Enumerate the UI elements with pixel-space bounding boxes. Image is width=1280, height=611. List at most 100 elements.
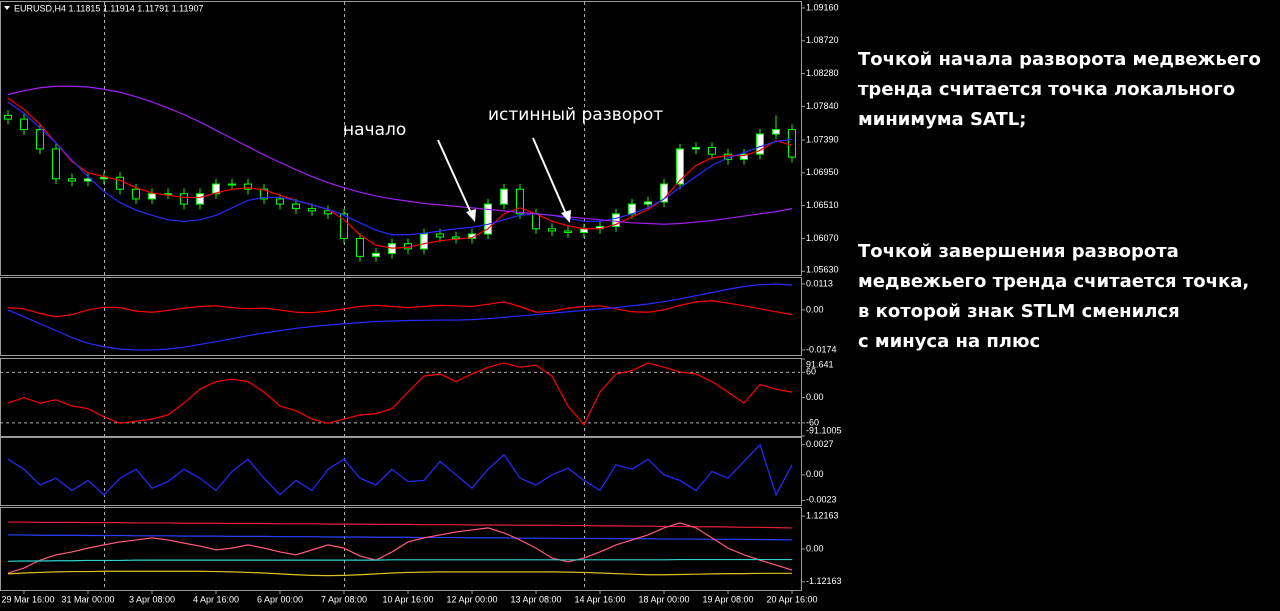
- annotation: истинный разворот: [488, 105, 663, 125]
- y-tick-label: 1.08280: [806, 68, 839, 78]
- x-tick-label: 31 Mar 00:00: [61, 594, 114, 604]
- x-tick-label: 19 Apr 08:00: [702, 594, 753, 604]
- y-tick-label: 1.06950: [806, 167, 839, 177]
- candle-body: [676, 148, 684, 185]
- y-tick-label: 1.12163: [806, 511, 839, 521]
- candle-body: [212, 183, 220, 195]
- candle-body: [436, 233, 444, 238]
- panel: [7, 443, 793, 497]
- candle-body: [148, 193, 156, 200]
- candle-body: [260, 188, 268, 200]
- y-tick-label: 91.641: [806, 359, 834, 369]
- arrow: [437, 139, 472, 214]
- indicator-line: [7, 443, 793, 497]
- indicator-line: [7, 85, 793, 225]
- y-tick-label: -1.12163: [806, 576, 842, 586]
- y-tick-label: 1.07390: [806, 134, 839, 144]
- x-tick-label: 10 Apr 16:00: [382, 594, 433, 604]
- panel-frame: [0, 437, 802, 506]
- y-tick-label: 1.07840: [806, 101, 839, 111]
- y-tick-label: 0.00: [806, 543, 824, 553]
- x-tick-label: 13 Apr 08:00: [510, 594, 561, 604]
- candle-body: [532, 213, 540, 230]
- x-tick-label: 3 Apr 08:00: [129, 594, 175, 604]
- annotation: начало: [343, 120, 406, 140]
- panel: [7, 521, 793, 577]
- note-line: Точкой начала разворота медвежьего: [858, 49, 1261, 70]
- candle-body: [20, 118, 28, 131]
- y-tick-label: 1.08720: [806, 35, 839, 45]
- candle-body: [420, 233, 428, 250]
- candle-body: [644, 201, 652, 205]
- chart: EURUSD,H4 1.11815 1.11914 1.11791 1.1190…: [0, 1, 842, 604]
- y-tick-label: -60: [806, 417, 819, 427]
- x-tick-label: 18 Apr 00:00: [638, 594, 689, 604]
- candle-body: [244, 183, 252, 190]
- candle-body: [372, 252, 380, 257]
- candle-body: [228, 183, 236, 186]
- indicator-line: [7, 522, 793, 574]
- panel-frames: [0, 1, 802, 591]
- note: Точкой завершения разворота медвежьего т…: [858, 237, 1249, 357]
- note-line: с минуса на плюс: [858, 331, 1041, 352]
- candle-body: [116, 176, 124, 190]
- candle-body: [516, 188, 524, 215]
- candle-body: [356, 237, 364, 257]
- candle-body: [756, 133, 764, 155]
- arrows: [437, 137, 571, 223]
- arrow-head: [561, 210, 571, 223]
- candle-body: [4, 114, 12, 120]
- candle-body: [340, 213, 348, 239]
- y-tick-label: 0.0027: [806, 439, 834, 449]
- y-tick-label: 0.0113: [806, 278, 833, 288]
- panel-frame: [0, 507, 802, 591]
- panel: [7, 283, 793, 351]
- candle-body: [132, 188, 140, 200]
- candle-body: [612, 213, 620, 228]
- candle-body: [708, 146, 716, 155]
- x-tick-label: 4 Apr 16:00: [193, 594, 239, 604]
- x-tick-label: 6 Apr 00:00: [257, 594, 303, 604]
- candle-body: [740, 153, 748, 160]
- candle-body: [692, 146, 700, 150]
- y-tick-label: 1.06510: [806, 200, 839, 210]
- indicator-line: [7, 101, 793, 236]
- x-tick-label: 7 Apr 08:00: [321, 594, 367, 604]
- indicator-line: [8, 521, 793, 529]
- x-tick-label: 12 Apr 00:00: [446, 594, 497, 604]
- note-line: Точкой завершения разворота: [858, 241, 1179, 262]
- chart-title: EURUSD,H4 1.11815 1.11914 1.11791 1.1190…: [14, 3, 203, 13]
- candle-body: [100, 176, 108, 180]
- candle-body: [564, 230, 572, 233]
- y-tick-label: 0.00: [806, 392, 824, 402]
- plot-layer: [0, 85, 800, 577]
- y-tick-label: 1.05630: [806, 264, 839, 274]
- candle-body: [276, 198, 284, 205]
- x-tick-label: 14 Apr 16:00: [574, 594, 625, 604]
- candle-body: [500, 188, 508, 205]
- note-line: минимума SATL;: [858, 109, 1027, 130]
- candle-body: [36, 129, 44, 150]
- candle-body: [772, 129, 780, 135]
- panel-frame: [0, 1, 802, 276]
- y-tick-label: -91.1005: [806, 425, 842, 435]
- y-tick-label: 1.06070: [806, 233, 839, 243]
- candle-body: [68, 178, 76, 182]
- candle-body: [180, 193, 188, 205]
- candle-body: [452, 236, 460, 239]
- y-tick-label: -0.0174: [806, 344, 837, 354]
- y-tick-label: -0.0023: [806, 494, 837, 504]
- candle-body: [660, 183, 668, 203]
- candle-body: [548, 228, 556, 232]
- indicator-line: [7, 558, 792, 562]
- candle-body: [788, 129, 796, 158]
- period-separators: [104, 2, 585, 590]
- panel: [4, 85, 796, 262]
- y-tick-label: 60: [806, 367, 816, 377]
- note-line: в которой знак STLM сменился: [858, 301, 1180, 322]
- y-tick-label: 0.00: [806, 469, 824, 479]
- panel: [0, 362, 800, 426]
- indicator-line: [7, 283, 793, 351]
- indicator-line: [7, 300, 793, 318]
